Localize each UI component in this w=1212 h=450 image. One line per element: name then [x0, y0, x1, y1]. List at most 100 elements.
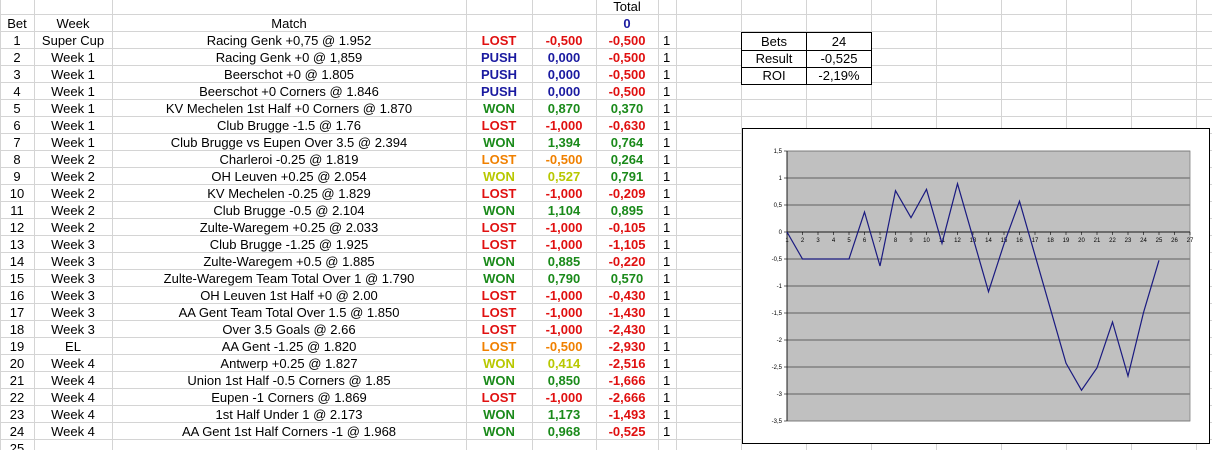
result-cell[interactable]: PUSH [480, 84, 518, 99]
week-cell[interactable]: Week 3 [51, 288, 95, 303]
result-cell[interactable]: WON [483, 373, 515, 388]
week-cell[interactable]: Week 3 [51, 305, 95, 320]
running-total-cell[interactable]: 0,264 [610, 152, 644, 167]
match-cell[interactable]: OH Leuven 1st Half +0 @ 2.00 [200, 288, 378, 303]
running-total-cell[interactable]: -2,930 [608, 339, 646, 354]
match-cell[interactable]: OH Leuven +0.25 @ 2.054 [211, 169, 367, 184]
amount-cell[interactable]: 0,000 [547, 50, 581, 65]
result-cell[interactable]: WON [483, 135, 515, 150]
flag-cell[interactable]: 1 [663, 407, 671, 422]
bet-number-cell[interactable]: 14 [9, 254, 25, 269]
running-total-cell[interactable]: -2,666 [608, 390, 646, 405]
amount-cell[interactable]: -1,000 [545, 237, 583, 252]
header-total-label[interactable]: Total [613, 0, 641, 14]
week-cell[interactable]: Week 4 [51, 407, 95, 422]
result-cell[interactable]: WON [483, 424, 515, 439]
amount-cell[interactable]: -1,000 [545, 220, 583, 235]
bet-number-cell[interactable]: 7 [13, 135, 21, 150]
running-total-cell[interactable]: -2,516 [608, 356, 646, 371]
bet-number-cell[interactable]: 11 [10, 203, 24, 218]
amount-cell[interactable]: -0,500 [545, 152, 583, 167]
result-cell[interactable]: LOST [481, 186, 517, 201]
amount-cell[interactable]: 0,870 [547, 101, 581, 116]
result-cell[interactable]: LOST [481, 322, 517, 337]
running-total-cell[interactable]: -0,500 [608, 84, 646, 99]
result-cell[interactable]: WON [483, 271, 515, 286]
flag-cell[interactable]: 1 [663, 135, 671, 150]
amount-cell[interactable]: 1,394 [547, 135, 581, 150]
running-total-cell[interactable]: 0,791 [610, 169, 644, 184]
running-total-cell[interactable]: -0,220 [608, 254, 646, 269]
bet-number-cell[interactable]: 6 [13, 118, 21, 133]
stats-label[interactable]: ROI [762, 68, 786, 83]
stats-label[interactable]: Bets [760, 34, 787, 49]
amount-cell[interactable]: -1,000 [545, 186, 583, 201]
bet-number-cell[interactable]: 23 [9, 407, 25, 422]
running-total-cell[interactable]: 0,570 [610, 271, 644, 286]
week-cell[interactable]: Week 2 [51, 152, 95, 167]
result-cell[interactable]: LOST [481, 118, 517, 133]
flag-cell[interactable]: 1 [663, 186, 671, 201]
week-cell[interactable]: Week 4 [51, 373, 95, 388]
match-cell[interactable]: Zulte-Waregem Team Total Over 1 @ 1.790 [163, 271, 415, 286]
match-cell[interactable]: AA Gent -1.25 @ 1.820 [221, 339, 357, 354]
amount-cell[interactable]: -1,000 [545, 305, 583, 320]
match-cell[interactable]: Zulte-Waregem +0.5 @ 1.885 [203, 254, 375, 269]
flag-cell[interactable]: 1 [663, 254, 671, 269]
flag-cell[interactable]: 1 [663, 305, 671, 320]
week-cell[interactable]: EL [65, 339, 81, 354]
amount-cell[interactable]: 1,104 [547, 203, 581, 218]
match-cell[interactable]: Racing Genk +0 @ 1,859 [215, 50, 363, 65]
stats-value[interactable]: -0,525 [820, 51, 858, 66]
week-cell[interactable]: Super Cup [41, 33, 105, 48]
result-cell[interactable]: WON [483, 407, 515, 422]
flag-cell[interactable]: 1 [663, 322, 671, 337]
flag-cell[interactable]: 1 [663, 271, 671, 286]
amount-cell[interactable]: 0,000 [547, 84, 581, 99]
amount-cell[interactable]: 0,885 [547, 254, 581, 269]
bet-number-cell[interactable]: 12 [9, 220, 25, 235]
amount-cell[interactable]: -1,000 [545, 118, 583, 133]
flag-cell[interactable]: 1 [663, 152, 671, 167]
result-cell[interactable]: LOST [481, 288, 517, 303]
result-cell[interactable]: WON [483, 254, 515, 269]
week-cell[interactable]: Week 4 [51, 356, 95, 371]
running-total-cell[interactable]: -0,630 [608, 118, 646, 133]
bet-number-cell[interactable]: 3 [13, 67, 21, 82]
match-cell[interactable]: Eupen -1 Corners @ 1.869 [211, 390, 367, 405]
bet-number-cell[interactable]: 19 [9, 339, 25, 354]
flag-cell[interactable]: 1 [663, 50, 671, 65]
week-cell[interactable]: Week 3 [51, 254, 95, 269]
match-cell[interactable]: Charleroi -0.25 @ 1.819 [219, 152, 359, 167]
flag-cell[interactable]: 1 [663, 237, 671, 252]
week-cell[interactable]: Week 1 [51, 84, 95, 99]
flag-cell[interactable]: 1 [663, 169, 671, 184]
bet-number-cell[interactable]: 10 [9, 186, 25, 201]
running-total-cell[interactable]: -0,430 [608, 288, 646, 303]
result-cell[interactable]: LOST [481, 237, 517, 252]
match-cell[interactable]: Club Brugge -0.5 @ 2.104 [213, 203, 365, 218]
running-total-cell[interactable]: 0,895 [610, 203, 644, 218]
flag-cell[interactable]: 1 [663, 390, 671, 405]
match-cell[interactable]: KV Mechelen -0.25 @ 1.829 [207, 186, 371, 201]
match-cell[interactable]: Club Brugge -1.5 @ 1.76 [216, 118, 361, 133]
match-cell[interactable]: Club Brugge -1.25 @ 1.925 [209, 237, 369, 252]
bet-number-cell[interactable]: 5 [13, 101, 21, 116]
week-cell[interactable]: Week 2 [51, 186, 95, 201]
amount-cell[interactable]: -1,000 [545, 288, 583, 303]
bet-number-cell[interactable]: 20 [9, 356, 25, 371]
running-total-cell[interactable]: -0,105 [608, 220, 646, 235]
match-cell[interactable]: Beerschot +0 @ 1.805 [224, 67, 354, 82]
bet-number-cell[interactable]: 22 [9, 390, 25, 405]
flag-cell[interactable]: 1 [663, 84, 671, 99]
amount-cell[interactable]: -0,500 [545, 33, 583, 48]
result-cell[interactable]: WON [483, 101, 515, 116]
amount-cell[interactable]: -1,000 [545, 390, 583, 405]
amount-cell[interactable]: 0,968 [547, 424, 581, 439]
week-cell[interactable]: Week 1 [51, 50, 95, 65]
chart-frame[interactable]: 1,5 1 0,5 0 -0,5 -1 -1,5 -2 -2,5 -3 -3,5 1 2 3 4 5 6 7 8 9 1… [742, 128, 1210, 444]
bet-number-cell[interactable]: 1 [13, 33, 21, 48]
flag-cell[interactable]: 1 [663, 33, 671, 48]
amount-cell[interactable]: -1,000 [545, 322, 583, 337]
match-cell[interactable]: Club Brugge vs Eupen Over 3.5 @ 2.394 [170, 135, 408, 150]
